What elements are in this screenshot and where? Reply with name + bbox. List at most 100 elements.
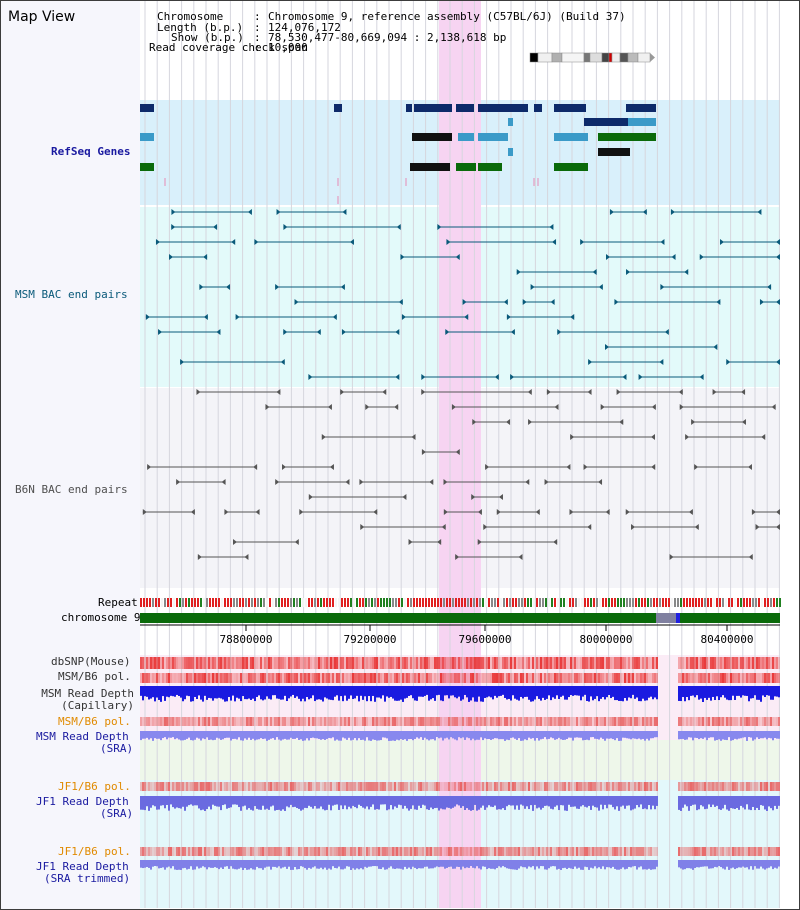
dbsnp-cell (408, 657, 410, 669)
repeat-segment (701, 598, 703, 607)
track-label-dbsnp[interactable]: dbSNP(Mouse) (51, 655, 131, 668)
gene-block (456, 163, 476, 171)
jf1-depth-bar (248, 796, 250, 809)
jf1-pol-cell (534, 782, 536, 791)
jf1-pol2-cell (308, 847, 310, 856)
jf1-pol2-cell (330, 847, 332, 856)
dbsnp-cell (384, 657, 386, 669)
msm-sra-depth-bar (750, 731, 752, 738)
b6n-bac-pair-end (142, 509, 147, 515)
track-label-msm-depth-capillary[interactable]: MSM Read Depth (41, 687, 134, 700)
track-label-b6n-bac[interactable]: B6N BAC end pairs (15, 483, 128, 496)
b6n-bac-pair-end (525, 479, 530, 485)
colon: : (254, 21, 261, 34)
msm-depth-bar (402, 686, 404, 702)
msm-bac-pair-end (605, 344, 610, 350)
msm-pol2-cell (196, 717, 198, 726)
jf1-depth-bar (560, 796, 562, 806)
msm-pol-cell (286, 673, 288, 683)
jf1-pol2-cell (542, 847, 544, 856)
jf1-trim-depth-bar (358, 860, 360, 870)
msm-sra-depth-bar (470, 731, 472, 741)
msm-pol2-cell (514, 717, 516, 726)
dbsnp-cell (566, 657, 568, 669)
msm-depth-bar (436, 686, 438, 696)
msm-pol-cell (476, 673, 478, 683)
msm-bac-pair-end (398, 299, 403, 305)
jf1-pol-cell (656, 782, 658, 791)
jf1-pol2-cell (570, 847, 572, 856)
track-label-msm-depth-sra[interactable]: MSM Read Depth (36, 730, 129, 743)
msm-sra-depth-bar (700, 731, 702, 739)
jf1-depth-bar (460, 796, 462, 808)
msm-pol2-cell (738, 717, 740, 726)
track-label-msm-b6-pol[interactable]: MSM/B6 pol. (58, 670, 131, 683)
msm-depth-bar (610, 686, 612, 699)
track-label-msm-b6-pol-2[interactable]: MSM/B6 pol. (58, 715, 131, 728)
track-label-jf1-depth-trimmed[interactable]: JF1 Read Depth (36, 860, 129, 873)
track-label-chromosome[interactable]: chromosome 9 (61, 611, 141, 624)
msm-depth-bar (730, 686, 732, 701)
dbsnp-cell (228, 657, 230, 669)
jf1-depth-bar (166, 796, 168, 805)
jf1-pol-cell (530, 782, 532, 791)
dbsnp-cell (468, 657, 470, 669)
dbsnp-cell (226, 657, 228, 669)
jf1-depth-bar (278, 796, 280, 810)
jf1-pol-cell (242, 782, 244, 791)
track-label-jf1-depth-sra[interactable]: JF1 Read Depth (36, 795, 129, 808)
msm-pol-cell (474, 673, 476, 683)
msm-depth-bar (230, 686, 232, 701)
jf1-pol-cell (274, 782, 276, 791)
jf1-depth-bar (158, 796, 160, 810)
dbsnp-cell (210, 657, 212, 669)
repeat-segment (278, 598, 280, 607)
track-label-repeat[interactable]: Repeat (98, 596, 138, 609)
track-label-jf1-b6-pol-2[interactable]: JF1/B6 pol. (58, 845, 131, 858)
msm-pol2-cell (312, 717, 314, 726)
jf1-pol-cell (764, 782, 766, 791)
jf1-pol-cell (610, 782, 612, 791)
track-label-refseq-genes[interactable]: RefSeq Genes (51, 145, 131, 158)
track-label-jf1-b6-pol[interactable]: JF1/B6 pol. (58, 780, 131, 793)
jf1-depth-bar (610, 796, 612, 805)
repeat-segment (506, 598, 508, 607)
msm-sra-depth-bar (690, 731, 692, 738)
b6n-bac-pair-end (544, 479, 549, 485)
repeat-segment (494, 598, 496, 607)
msm-depth-bar (340, 686, 342, 697)
jf1-pol-cell (548, 782, 550, 791)
msm-bac-pair-end (530, 284, 535, 290)
jf1-trim-depth-bar (522, 860, 524, 868)
jf1-trim-depth-bar (488, 860, 490, 869)
jf1-pol2-cell (520, 847, 522, 856)
msm-pol-cell (510, 673, 512, 683)
jf1-pol-cell (540, 782, 542, 791)
jf1-pol-cell (338, 782, 340, 791)
jf1-trim-depth-bar (152, 860, 154, 867)
jf1-trim-depth-bar (626, 860, 628, 869)
jf1-depth-bar (394, 796, 396, 807)
msm-pol-cell (720, 673, 722, 683)
repeat-segment (344, 598, 346, 607)
jf1-pol-cell (326, 782, 328, 791)
track-label-msm-bac[interactable]: MSM BAC end pairs (15, 288, 128, 301)
msm-depth-bar (228, 686, 230, 698)
dbsnp-cell (234, 657, 236, 669)
gene-block (478, 104, 528, 112)
msm-depth-bar (318, 686, 320, 700)
msm-sra-depth-bar (752, 731, 754, 741)
msm-pol-cell (530, 673, 532, 683)
msm-pol-cell (690, 673, 692, 683)
msm-pol-cell (582, 673, 584, 683)
msm-bac-pair-end (506, 314, 511, 320)
jf1-pol-cell (264, 782, 266, 791)
dbsnp-cell (340, 657, 342, 669)
jf1-pol2-cell (730, 847, 732, 856)
msm-pol2-cell (756, 717, 758, 726)
msm-sra-depth-bar (346, 731, 348, 740)
msm-depth-bar (572, 686, 574, 696)
jf1-pol2-cell (528, 847, 530, 856)
jf1-pol-cell (504, 782, 506, 791)
